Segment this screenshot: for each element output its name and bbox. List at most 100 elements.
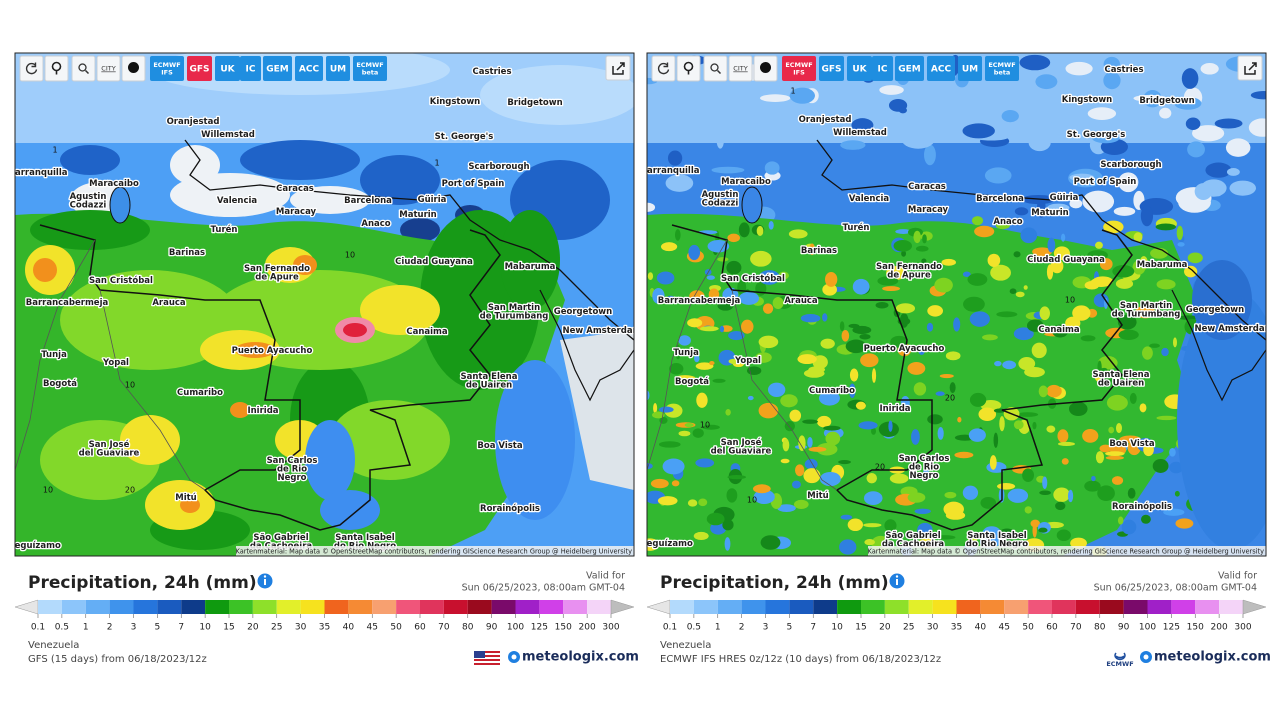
tool-button[interactable] — [96, 55, 121, 82]
model-button[interactable]: ACC — [295, 56, 323, 81]
model-button-bg[interactable] — [819, 56, 844, 81]
city-label: San Fernando de Apure — [876, 262, 942, 281]
model-button[interactable]: UK — [847, 56, 872, 81]
precip-area — [866, 472, 878, 484]
precip-area — [235, 342, 275, 358]
city-label: Cumaribo — [809, 386, 855, 396]
city-label: Barranquilla — [9, 168, 68, 178]
tool-button[interactable] — [44, 55, 69, 82]
city-label: Turén — [843, 222, 870, 233]
tool-button[interactable] — [71, 55, 96, 82]
model-label-line: ACC — [931, 64, 952, 74]
border — [671, 224, 1133, 531]
model-button-bg[interactable] — [958, 56, 982, 81]
precip-area — [1084, 480, 1101, 492]
city-label: San José del Guaviare — [79, 439, 140, 459]
precip-area — [707, 239, 730, 253]
tool-button[interactable] — [676, 55, 701, 82]
precip-area — [755, 352, 772, 363]
scale-label: 15 — [223, 623, 234, 633]
model-button-bg[interactable] — [187, 56, 212, 81]
model-button-bg[interactable] — [353, 56, 387, 81]
city-label: Georgetown — [1186, 305, 1244, 315]
precip-area — [1152, 458, 1169, 473]
model-button[interactable]: ECMWF IFS — [782, 56, 816, 81]
city-label: Barinas — [801, 246, 837, 256]
model-button[interactable]: GEM — [895, 56, 924, 81]
model-button[interactable]: GEM — [263, 56, 292, 81]
precip-area — [1112, 118, 1128, 136]
tool-button[interactable] — [728, 55, 753, 82]
model-button[interactable]: IC — [872, 56, 893, 81]
precip-area — [1039, 490, 1051, 495]
zoom-icon — [84, 69, 90, 75]
precip-area — [360, 285, 440, 335]
model-button[interactable]: GFS — [819, 56, 844, 81]
city-label: Caracas — [276, 184, 314, 194]
city-label-line: Anaco — [361, 219, 390, 229]
model-label: ECMWF IFS — [153, 61, 180, 77]
model-button[interactable]: UM — [958, 56, 982, 81]
model-button-bg[interactable] — [985, 56, 1019, 81]
precip-area — [962, 485, 979, 500]
precip-area — [660, 242, 678, 252]
precip-area — [343, 323, 367, 337]
precip-area — [688, 121, 702, 129]
precip-area — [120, 415, 180, 465]
precip-area — [1175, 518, 1194, 529]
city-label-line: Agustin — [702, 190, 739, 200]
model-label: ACC — [299, 64, 320, 74]
model-button-bg[interactable] — [872, 56, 893, 81]
model-button-bg[interactable] — [847, 56, 872, 81]
model-button-bg[interactable] — [215, 56, 240, 81]
model-button-bg[interactable] — [326, 56, 350, 81]
precip-area — [996, 482, 1016, 490]
model-button[interactable]: ECMWF beta — [985, 56, 1019, 81]
city-label-line: Rorainópolis — [1112, 501, 1172, 512]
model-button[interactable]: GFS — [187, 56, 212, 81]
contour-label: 1 — [790, 87, 795, 96]
refresh-icon — [657, 62, 670, 75]
model-button[interactable]: ECMWF beta — [353, 56, 387, 81]
model-button-bg[interactable] — [895, 56, 924, 81]
precip-area — [1069, 198, 1083, 209]
precip-area — [1001, 109, 1019, 123]
precip-area — [717, 300, 734, 311]
model-button-bg[interactable] — [263, 56, 292, 81]
precip-area — [990, 264, 1011, 281]
precip-area — [495, 360, 575, 520]
model-button-bg[interactable] — [150, 56, 184, 81]
precip-area — [1042, 476, 1048, 489]
model-button-bg[interactable] — [295, 56, 323, 81]
precip-area — [1032, 421, 1037, 430]
city-label-line: Barrancabermeja — [26, 298, 109, 308]
model-button-bg[interactable] — [927, 56, 955, 81]
model-button[interactable]: UM — [326, 56, 350, 81]
model-button[interactable]: UK — [215, 56, 240, 81]
city-label-line: Yopal — [734, 356, 761, 366]
model-button[interactable]: ACC — [927, 56, 955, 81]
precip-area — [841, 329, 850, 342]
scale-swatch — [420, 600, 444, 614]
city-label: Maracaibo — [721, 177, 771, 187]
model-label-line: IFS — [161, 69, 173, 77]
precip-area — [1121, 519, 1137, 535]
tool-button[interactable] — [19, 55, 44, 82]
city-label-line: São Gabriel — [885, 531, 940, 541]
precip-area — [996, 311, 1018, 318]
model-button-bg[interactable] — [782, 56, 816, 81]
model-button[interactable]: ECMWF IFS — [150, 56, 184, 81]
tool-button[interactable] — [651, 55, 676, 82]
city-label-line: Puerto Ayacucho — [232, 346, 313, 356]
precip-area — [877, 276, 899, 286]
precip-area — [969, 392, 987, 407]
precip-area — [980, 497, 997, 509]
scale-label: 20 — [879, 623, 891, 633]
tool-button[interactable] — [703, 55, 728, 82]
precip-area — [1194, 183, 1213, 200]
model-button[interactable]: IC — [240, 56, 261, 81]
model-label-line: UM — [962, 64, 978, 74]
model-button-bg[interactable] — [240, 56, 261, 81]
precip-area — [667, 295, 675, 301]
info-icon-glyph — [896, 579, 898, 585]
